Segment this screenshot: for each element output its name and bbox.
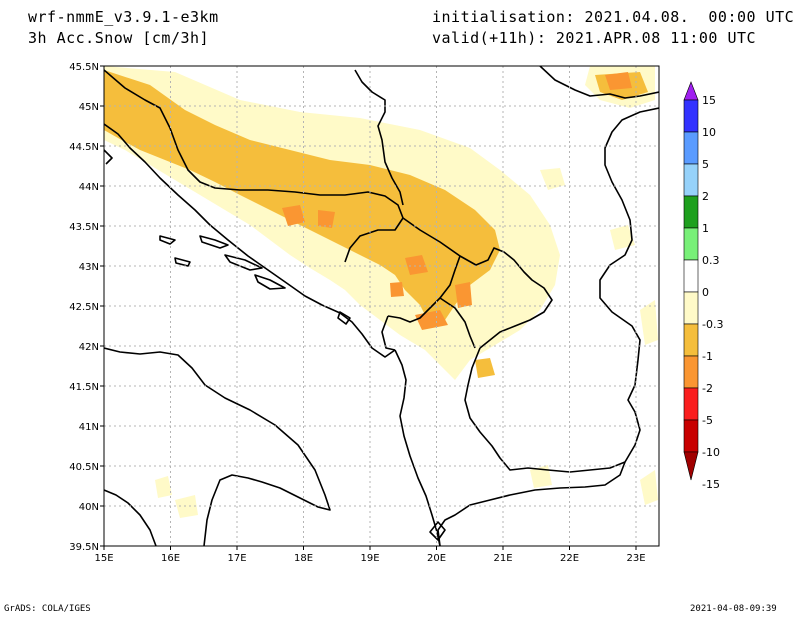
colorbar-segment: [683, 355, 699, 389]
latitude-axis: 45.5N 45N 44.5N 44N 43.5N 43N 42.5N 42N 41.5N 41N…: [69, 62, 99, 553]
valid-time: valid(+11h): 2021.APR.08 11:00 UTC: [432, 29, 757, 47]
colorbar-label: 0: [702, 286, 709, 299]
lon-tick-label: 16E: [161, 553, 180, 564]
colorbar-label: 15: [702, 94, 716, 107]
colorbar-label: -2: [702, 382, 713, 395]
lat-tick-label: 43.5N: [69, 222, 99, 233]
plot-frame: [103, 65, 660, 547]
lon-tick-label: 15E: [94, 553, 113, 564]
lat-tick-label: 44.5N: [69, 142, 99, 153]
colorbar-label: 1: [702, 222, 709, 235]
colorbar-label: -10: [702, 446, 720, 459]
colorbar-label: 0.3: [702, 254, 720, 267]
lat-tick-label: 40.5N: [69, 462, 99, 473]
colorbar-label: -0.3: [702, 318, 723, 331]
colorbar: 15 10 5 2 1 0.3 0 -0.3 -1 -2 -5 -10 -15: [683, 81, 723, 491]
graticule: [100, 65, 659, 550]
colorbar-label: 10: [702, 126, 716, 139]
lat-tick-label: 39.5N: [69, 542, 99, 553]
colorbar-label: 5: [702, 158, 709, 171]
lat-tick-label: 41N: [79, 422, 99, 433]
colorbar-segment: [683, 323, 699, 357]
colorbar-label: -1: [702, 350, 713, 363]
model-title: wrf-nmmE_v3.9.1-e3km: [28, 8, 219, 26]
colorbar-label: -5: [702, 414, 713, 427]
colorbar-segment: [683, 227, 699, 261]
init-time: initialisation: 2021.04.08. 00:00 UTC: [432, 8, 795, 26]
lat-tick-label: 45N: [79, 102, 99, 113]
colorbar-segment: [683, 259, 699, 293]
colorbar-bottom-arrow: [683, 451, 699, 481]
lon-tick-label: 20E: [427, 553, 446, 564]
lon-tick-label: 19E: [360, 553, 379, 564]
lon-tick-label: 18E: [294, 553, 313, 564]
lat-tick-label: 45.5N: [69, 62, 99, 73]
colorbar-segment: [683, 291, 699, 325]
colorbar-top-arrow: [683, 81, 699, 101]
lat-tick-label: 42.5N: [69, 302, 99, 313]
coastlines-borders: [104, 66, 659, 546]
longitude-axis: 15E 16E 17E 18E 19E 20E 21E 22E 23E: [94, 553, 645, 564]
colorbar-segment: [683, 195, 699, 229]
colorbar-segment: [683, 163, 699, 197]
colorbar-label: -15: [702, 478, 720, 491]
lat-tick-label: 41.5N: [69, 382, 99, 393]
lon-tick-label: 21E: [493, 553, 512, 564]
lat-tick-label: 44N: [79, 182, 99, 193]
footer-timestamp: 2021-04-08-09:39: [690, 604, 777, 614]
lat-tick-label: 42N: [79, 342, 99, 353]
colorbar-segment: [683, 387, 699, 421]
lat-tick-label: 40N: [79, 502, 99, 513]
variable-title: 3h Acc.Snow [cm/3h]: [28, 29, 210, 47]
colorbar-segment: [683, 131, 699, 165]
lat-tick-label: 43N: [79, 262, 99, 273]
footer-credit: GrADS: COLA/IGES: [4, 604, 91, 614]
colorbar-label: 2: [702, 190, 709, 203]
lon-tick-label: 23E: [626, 553, 645, 564]
lon-tick-label: 22E: [560, 553, 579, 564]
colorbar-segment: [683, 419, 699, 453]
colorbar-segment: [683, 99, 699, 133]
lon-tick-label: 17E: [227, 553, 246, 564]
